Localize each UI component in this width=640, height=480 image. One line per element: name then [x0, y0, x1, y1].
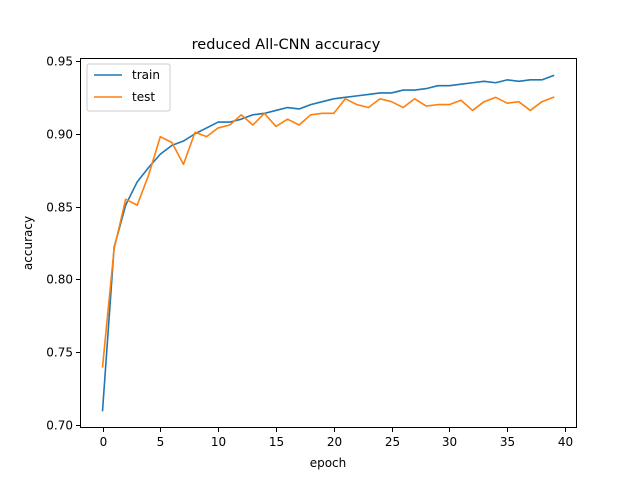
x-tick-label: 15: [269, 435, 284, 449]
x-tick-label: 40: [558, 435, 573, 449]
series-line-test: [101, 96, 555, 368]
legend-label-train: train: [132, 68, 160, 82]
x-tick-label: 30: [442, 435, 457, 449]
y-tick-label: 0.90: [46, 128, 73, 142]
legend-label-test: test: [132, 90, 155, 104]
y-axis-title: accuracy: [21, 216, 35, 270]
axes-frame: [80, 58, 577, 428]
legend: train test: [86, 63, 171, 112]
x-tick-label: 25: [385, 435, 400, 449]
x-tick-label: 10: [211, 435, 226, 449]
series-layer: [101, 74, 555, 412]
chart-title: reduced All-CNN accuracy: [192, 37, 381, 53]
y-tick-label: 0.75: [46, 346, 73, 360]
y-tick-label: 0.95: [46, 55, 73, 69]
x-tick-label: 35: [500, 435, 515, 449]
y-tick-label: 0.85: [46, 201, 73, 215]
x-tick-label: 20: [327, 435, 342, 449]
x-tick-label: 5: [157, 435, 165, 449]
y-tick-label: 0.70: [46, 419, 73, 433]
y-axis-ticks: 0.70 0.75 0.80 0.85 0.90 0.95: [46, 55, 80, 433]
y-tick-label: 0.80: [46, 273, 73, 287]
plot-area: [80, 58, 576, 428]
x-tick-label: 0: [100, 435, 108, 449]
x-axis-ticks: 0 5 10 15 20 25 30 35 40: [100, 428, 573, 449]
x-axis-title: epoch: [310, 456, 347, 470]
series-line-train: [101, 74, 555, 412]
